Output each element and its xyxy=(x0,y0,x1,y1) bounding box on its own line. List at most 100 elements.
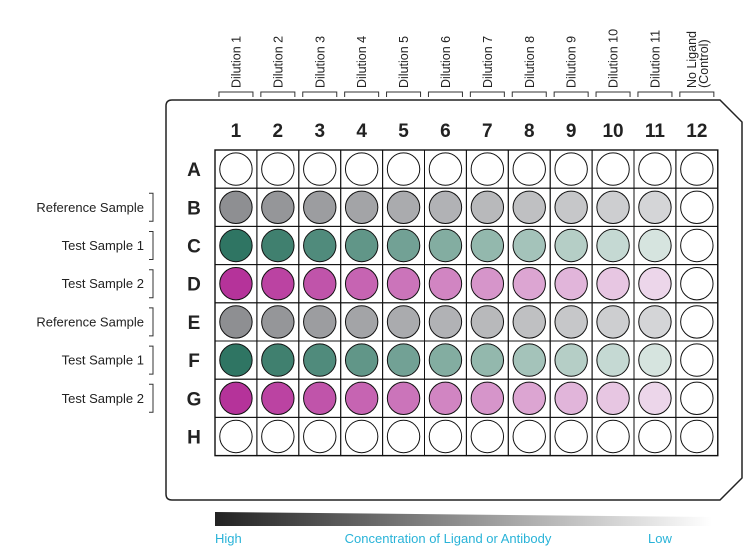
dilution-label: Dilution 4 xyxy=(355,36,369,88)
well-F7 xyxy=(470,343,505,377)
dilution-label: Dilution 1 xyxy=(229,36,243,88)
well-C12 xyxy=(680,228,714,263)
well-B5 xyxy=(386,190,421,225)
well-H1 xyxy=(219,419,253,454)
well-D6 xyxy=(428,267,463,301)
column-number: 1 xyxy=(231,121,242,142)
column-number: 5 xyxy=(398,121,409,142)
sample-bracket xyxy=(149,269,154,299)
row-letter: B xyxy=(187,198,201,219)
well-E5 xyxy=(386,305,421,339)
well-A3 xyxy=(303,152,337,186)
dilution-bracket xyxy=(260,91,296,97)
column-number: 4 xyxy=(356,121,367,142)
well-E4 xyxy=(344,305,379,339)
well-C3 xyxy=(303,228,337,263)
column-numbers: 1 2 3 4 5 6 7 8 9 10 11 12 xyxy=(231,121,708,142)
well-C6 xyxy=(428,228,463,263)
well-G9 xyxy=(554,381,588,415)
well-G6 xyxy=(428,381,463,415)
well-grid xyxy=(214,149,719,457)
well-F1 xyxy=(219,343,253,377)
dilution-bracket xyxy=(679,91,715,97)
well-E11 xyxy=(638,305,672,339)
dilution-label: Dilution 2 xyxy=(271,36,285,88)
dilution-label-line2: (Control) xyxy=(697,39,711,88)
well-D3 xyxy=(303,267,337,301)
well-H10 xyxy=(596,419,630,454)
well-C1 xyxy=(219,228,253,263)
well-G7 xyxy=(470,381,505,415)
row-letter: H xyxy=(187,428,201,449)
well-E2 xyxy=(261,305,295,339)
legend-title: Concentration of Ligand or Antibody xyxy=(345,531,552,546)
well-F12 xyxy=(680,343,714,377)
well-E10 xyxy=(596,305,630,339)
well-B10 xyxy=(596,190,630,225)
sample-label: Test Sample 1 xyxy=(62,353,144,368)
dilution-label: Dilution 10 xyxy=(607,29,621,88)
dilution-label: Dilution 11 xyxy=(648,30,662,88)
well-F8 xyxy=(512,343,546,377)
well-C4 xyxy=(344,228,379,263)
well-F4 xyxy=(344,343,379,377)
well-C8 xyxy=(512,228,546,263)
row-letter: A xyxy=(187,160,201,181)
well-H8 xyxy=(512,419,546,454)
dilution-label: Dilution 5 xyxy=(397,36,411,88)
column-number: 12 xyxy=(686,121,707,142)
well-F5 xyxy=(386,343,421,377)
well-A7 xyxy=(470,152,505,186)
well-A2 xyxy=(261,152,295,186)
dilution-bracket xyxy=(302,91,338,97)
well-G2 xyxy=(261,381,295,415)
concentration-gradient-wedge xyxy=(215,512,712,526)
row-letter: F xyxy=(188,351,200,372)
sample-bracket xyxy=(149,231,154,260)
well-C5 xyxy=(386,228,421,263)
well-C7 xyxy=(470,228,505,263)
well-C9 xyxy=(554,228,588,263)
well-H9 xyxy=(554,419,588,454)
well-G4 xyxy=(344,381,379,415)
well-C11 xyxy=(638,228,672,263)
sample-label: Test Sample 2 xyxy=(62,276,144,291)
well-B11 xyxy=(638,190,672,225)
well-B12 xyxy=(680,190,714,225)
dilution-label: Dilution 3 xyxy=(313,36,327,88)
well-A5 xyxy=(386,152,421,186)
dilution-bracket xyxy=(595,91,631,97)
sample-label: Reference Sample xyxy=(36,200,144,215)
well-E9 xyxy=(554,305,588,339)
well-G1 xyxy=(219,381,253,415)
well-B4 xyxy=(344,190,379,225)
well-B9 xyxy=(554,190,588,225)
well-H3 xyxy=(303,419,337,454)
well-D8 xyxy=(512,267,546,301)
well-B6 xyxy=(428,190,463,225)
column-number: 2 xyxy=(273,121,284,142)
well-G3 xyxy=(303,381,337,415)
well-G12 xyxy=(680,381,714,415)
well-A4 xyxy=(344,152,379,186)
well-A9 xyxy=(554,152,588,186)
sample-label: Test Sample 2 xyxy=(62,391,144,406)
row-letter: D xyxy=(187,275,201,296)
sample-bracket xyxy=(149,192,154,222)
dilution-bracket xyxy=(427,91,463,97)
well-A11 xyxy=(638,152,672,186)
well-F11 xyxy=(638,343,672,377)
column-number: 11 xyxy=(645,121,666,142)
well-A10 xyxy=(596,152,630,186)
column-number: 8 xyxy=(524,121,535,142)
well-H11 xyxy=(638,419,672,454)
well-B1 xyxy=(219,190,253,225)
well-D1 xyxy=(219,267,253,301)
well-F2 xyxy=(261,343,295,377)
well-H12 xyxy=(680,419,714,454)
well-B3 xyxy=(303,190,337,225)
well-B2 xyxy=(261,190,295,225)
sample-bracket xyxy=(149,307,154,337)
well-H4 xyxy=(344,419,379,454)
well-D2 xyxy=(261,267,295,301)
